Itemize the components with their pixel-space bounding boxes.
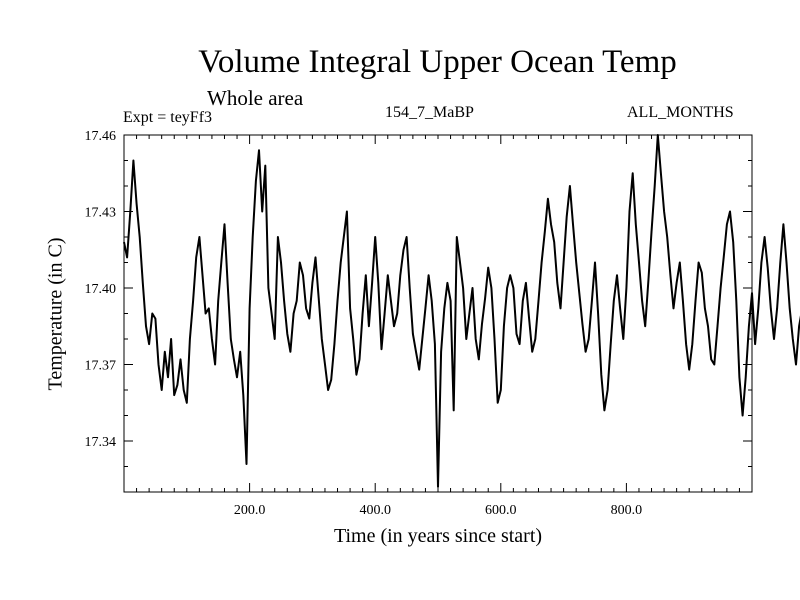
- months-label: ALL_MONTHS: [627, 104, 734, 121]
- y-tick-label: 17.46: [85, 129, 117, 144]
- y-tick-label: 17.40: [85, 282, 117, 297]
- series-group: [123, 134, 800, 488]
- experiment-label: Expt = teyFf3: [123, 109, 213, 126]
- x-tick-label: 400.0: [359, 503, 391, 518]
- axis-ticks: 200.0 400.0 600.0 800.0 17.34 17.37 17.40 17.43…: [85, 129, 752, 518]
- y-tick-label: 17.43: [85, 206, 117, 221]
- series-line: [123, 134, 800, 488]
- x-tick-label: 800.0: [611, 503, 643, 518]
- x-axis-label: Time (in years since start): [333, 525, 543, 547]
- x-tick-label: 600.0: [485, 503, 517, 518]
- y-tick-label: 17.34: [85, 435, 117, 450]
- plot-frame: [123, 134, 753, 493]
- run-label: 154_7_MaBP: [385, 104, 474, 121]
- y-tick-label: 17.37: [85, 359, 117, 374]
- chart-title: Volume Integral Upper Ocean Temp: [198, 44, 677, 80]
- x-tick-label: 200.0: [234, 503, 266, 518]
- chart-subtitle: Whole area: [207, 86, 304, 110]
